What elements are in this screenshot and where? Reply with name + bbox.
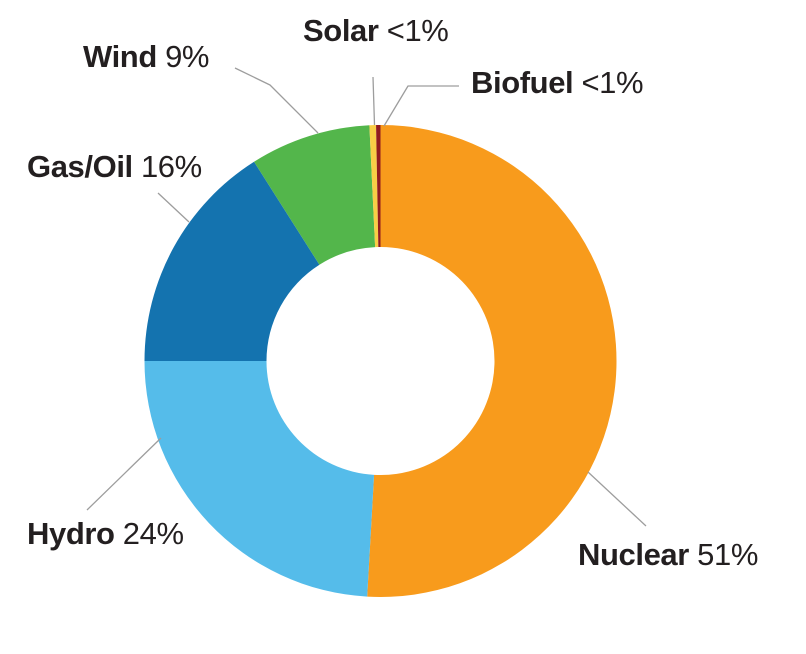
biofuel-label-text: Biofuel [471,65,574,100]
slice-label-hydro: Hydro 24% [27,516,184,551]
leader-lines [86,67,647,527]
slice-label-gas-oil: Gas/Oil 16% [27,149,202,184]
slice-biofuel [376,125,381,248]
slice-solar [369,125,379,248]
slice-label-wind: Wind 9% [83,39,210,74]
nuclear-value-text: 51% [697,537,759,572]
slice-label-biofuel: Biofuel <1% [471,65,644,100]
hydro-label-text: Hydro [27,516,115,551]
leader-line-nuclear [587,471,647,527]
nuclear-label-text: Nuclear [578,537,689,572]
wind-label-text: Wind [83,39,157,74]
leader-line-wind [234,67,319,134]
slice-nuclear [367,125,617,597]
leader-line-solar [372,76,376,126]
slice-label-nuclear: Nuclear 51% [578,537,759,572]
donut-slices [144,125,617,597]
slice-label-solar: Solar <1% [303,13,449,48]
leader-line-gas-oil [157,192,190,223]
leader-line-biofuel [383,85,459,127]
gas-oil-value-text: 16% [140,149,202,184]
slice-hydro [144,361,375,597]
solar-value-text: <1% [386,13,449,48]
solar-label-text: Solar [303,13,379,48]
leader-line-hydro [86,437,162,511]
slice-gas-oil [144,161,320,361]
slice-wind [254,125,376,265]
biofuel-value-text: <1% [581,65,644,100]
wind-value-text: 9% [165,39,210,74]
hydro-value-text: 24% [122,516,184,551]
gas-oil-label-text: Gas/Oil [27,149,133,184]
